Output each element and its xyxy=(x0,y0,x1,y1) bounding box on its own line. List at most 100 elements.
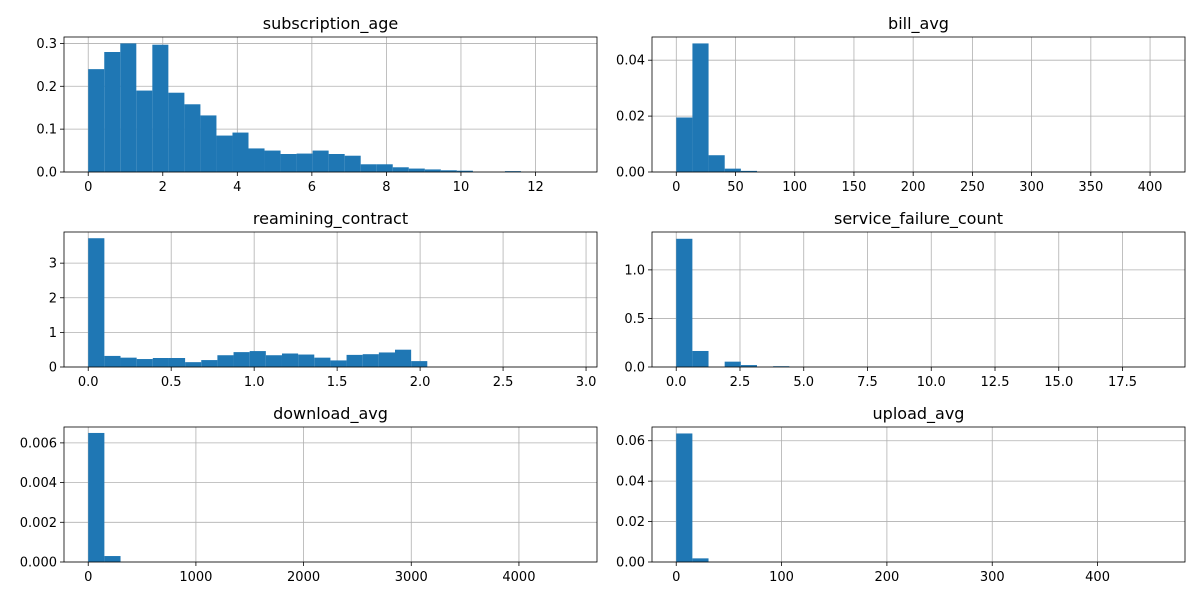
histogram-bar xyxy=(249,351,266,367)
y-tick-label: 0.0 xyxy=(624,361,645,376)
histogram-bar xyxy=(168,92,185,172)
axes-background xyxy=(652,37,1185,172)
histogram-bar xyxy=(281,353,299,367)
x-tick-label: 7.5 xyxy=(857,375,878,390)
x-tick-label: 4000 xyxy=(502,570,535,585)
x-tick-label: 4 xyxy=(233,180,241,195)
axes-background xyxy=(652,427,1185,562)
y-tick-label: 0.004 xyxy=(20,476,57,491)
x-tick-label: 400 xyxy=(1085,570,1110,585)
histogram-bar xyxy=(88,238,105,367)
x-tick-label: 400 xyxy=(1138,180,1163,195)
x-tick-label: 2 xyxy=(159,180,167,195)
histogram-bar xyxy=(88,69,105,172)
histogram-bar xyxy=(120,43,137,172)
histogram-bar xyxy=(376,164,393,172)
axes-frame xyxy=(651,231,1186,368)
histogram-bar xyxy=(136,90,153,172)
histogram-bar xyxy=(152,44,169,172)
histogram-bar xyxy=(346,354,363,367)
histogram-bar xyxy=(676,238,693,367)
y-tick-label: 0 xyxy=(49,361,57,376)
x-tick-label: 10 xyxy=(453,180,470,195)
subplot-title: download_avg xyxy=(273,404,388,424)
subplot-title: subscription_age xyxy=(263,14,398,34)
x-tick-label: 0 xyxy=(672,570,680,585)
x-tick-label: 250 xyxy=(960,180,985,195)
x-tick-label: 0 xyxy=(84,180,92,195)
y-tick-label: 0.3 xyxy=(36,37,57,52)
histogram-bar xyxy=(298,354,315,367)
x-tick-label: 100 xyxy=(769,570,794,585)
histogram-bar xyxy=(185,362,202,367)
histogram-bar xyxy=(676,117,693,172)
axes-background xyxy=(64,232,597,367)
y-tick-label: 0.0 xyxy=(36,166,57,181)
x-tick-label: 2.5 xyxy=(493,375,514,390)
x-tick-label: 0.0 xyxy=(78,375,99,390)
histogram-bar xyxy=(740,170,758,172)
histogram-bar xyxy=(200,115,217,172)
histogram-bar xyxy=(120,357,137,367)
subplot-reamining-contract: 0.0 0.5 1.0 1.5 2.0 2.5 3.0 0 1 2 3 reamining_contr… xyxy=(49,209,598,390)
y-tick-label: 2 xyxy=(49,291,57,306)
x-tick-label: 0 xyxy=(84,570,92,585)
subplot-subscription-age: 0 2 4 6 8 10 12 0.0 0.1 0.2 0.3 subscription_age xyxy=(36,14,598,195)
histogram-bar xyxy=(440,170,457,172)
histogram-bar xyxy=(392,167,409,172)
histogram-bar xyxy=(104,52,121,172)
y-tick-label: 0.02 xyxy=(616,515,645,530)
x-tick-label: 12 xyxy=(527,180,544,195)
y-tick-label: 0.06 xyxy=(616,434,645,449)
subplot-download-avg: 0 1000 2000 3000 4000 0.000 0.002 0.004 0.006 dow… xyxy=(20,404,598,585)
histogram-bar xyxy=(217,355,234,367)
histogram-bar xyxy=(692,350,709,367)
y-tick-label: 0.00 xyxy=(616,166,645,181)
y-tick-label: 0.002 xyxy=(20,516,57,531)
axes-background xyxy=(64,427,597,562)
histogram-bar xyxy=(395,349,412,367)
histogram-bar xyxy=(344,155,361,172)
histogram-bar xyxy=(360,164,377,172)
axes-frame xyxy=(651,426,1186,563)
x-tick-label: 200 xyxy=(874,570,899,585)
y-tick-label: 0.04 xyxy=(616,475,645,490)
x-tick-label: 17.5 xyxy=(1108,375,1137,390)
subplot-title: service_failure_count xyxy=(834,209,1003,229)
y-tick-label: 0.02 xyxy=(616,110,645,125)
x-tick-label: 6 xyxy=(308,180,316,195)
subplot-title: bill_avg xyxy=(888,14,949,34)
x-tick-label: 300 xyxy=(1019,180,1044,195)
histogram-bar xyxy=(248,148,265,172)
axes-frame xyxy=(63,231,598,368)
histogram-bar xyxy=(708,155,725,172)
histogram-bar xyxy=(456,170,473,172)
x-tick-label: 0.0 xyxy=(666,375,687,390)
histogram-bar xyxy=(692,558,709,562)
histogram-bar xyxy=(88,432,105,562)
histogram-bar xyxy=(152,358,169,367)
histogram-bar xyxy=(411,361,428,367)
x-tick-label: 8 xyxy=(382,180,390,195)
x-tick-label: 5.0 xyxy=(793,375,814,390)
histogram-bar xyxy=(184,104,201,172)
x-tick-label: 150 xyxy=(842,180,867,195)
x-tick-label: 350 xyxy=(1078,180,1103,195)
x-tick-label: 2.5 xyxy=(730,375,751,390)
x-tick-label: 15.0 xyxy=(1044,375,1073,390)
x-tick-label: 1.5 xyxy=(327,375,348,390)
y-tick-label: 0.006 xyxy=(20,436,57,451)
subplot-bill-avg: 0 50 100 150 200 250 300 350 400 0.00 0.02 0.04 bill… xyxy=(616,14,1186,195)
histogram-bar xyxy=(296,153,313,172)
x-tick-label: 1.0 xyxy=(244,375,265,390)
y-tick-label: 0.1 xyxy=(36,123,57,138)
y-tick-label: 3 xyxy=(49,257,57,272)
histogram-bar xyxy=(104,556,121,562)
histogram-bar xyxy=(265,355,282,367)
histogram-bar xyxy=(104,355,121,367)
x-tick-label: 300 xyxy=(980,570,1005,585)
histogram-bar xyxy=(408,168,425,172)
y-tick-label: 0.2 xyxy=(36,80,57,95)
axes-frame xyxy=(63,426,598,563)
